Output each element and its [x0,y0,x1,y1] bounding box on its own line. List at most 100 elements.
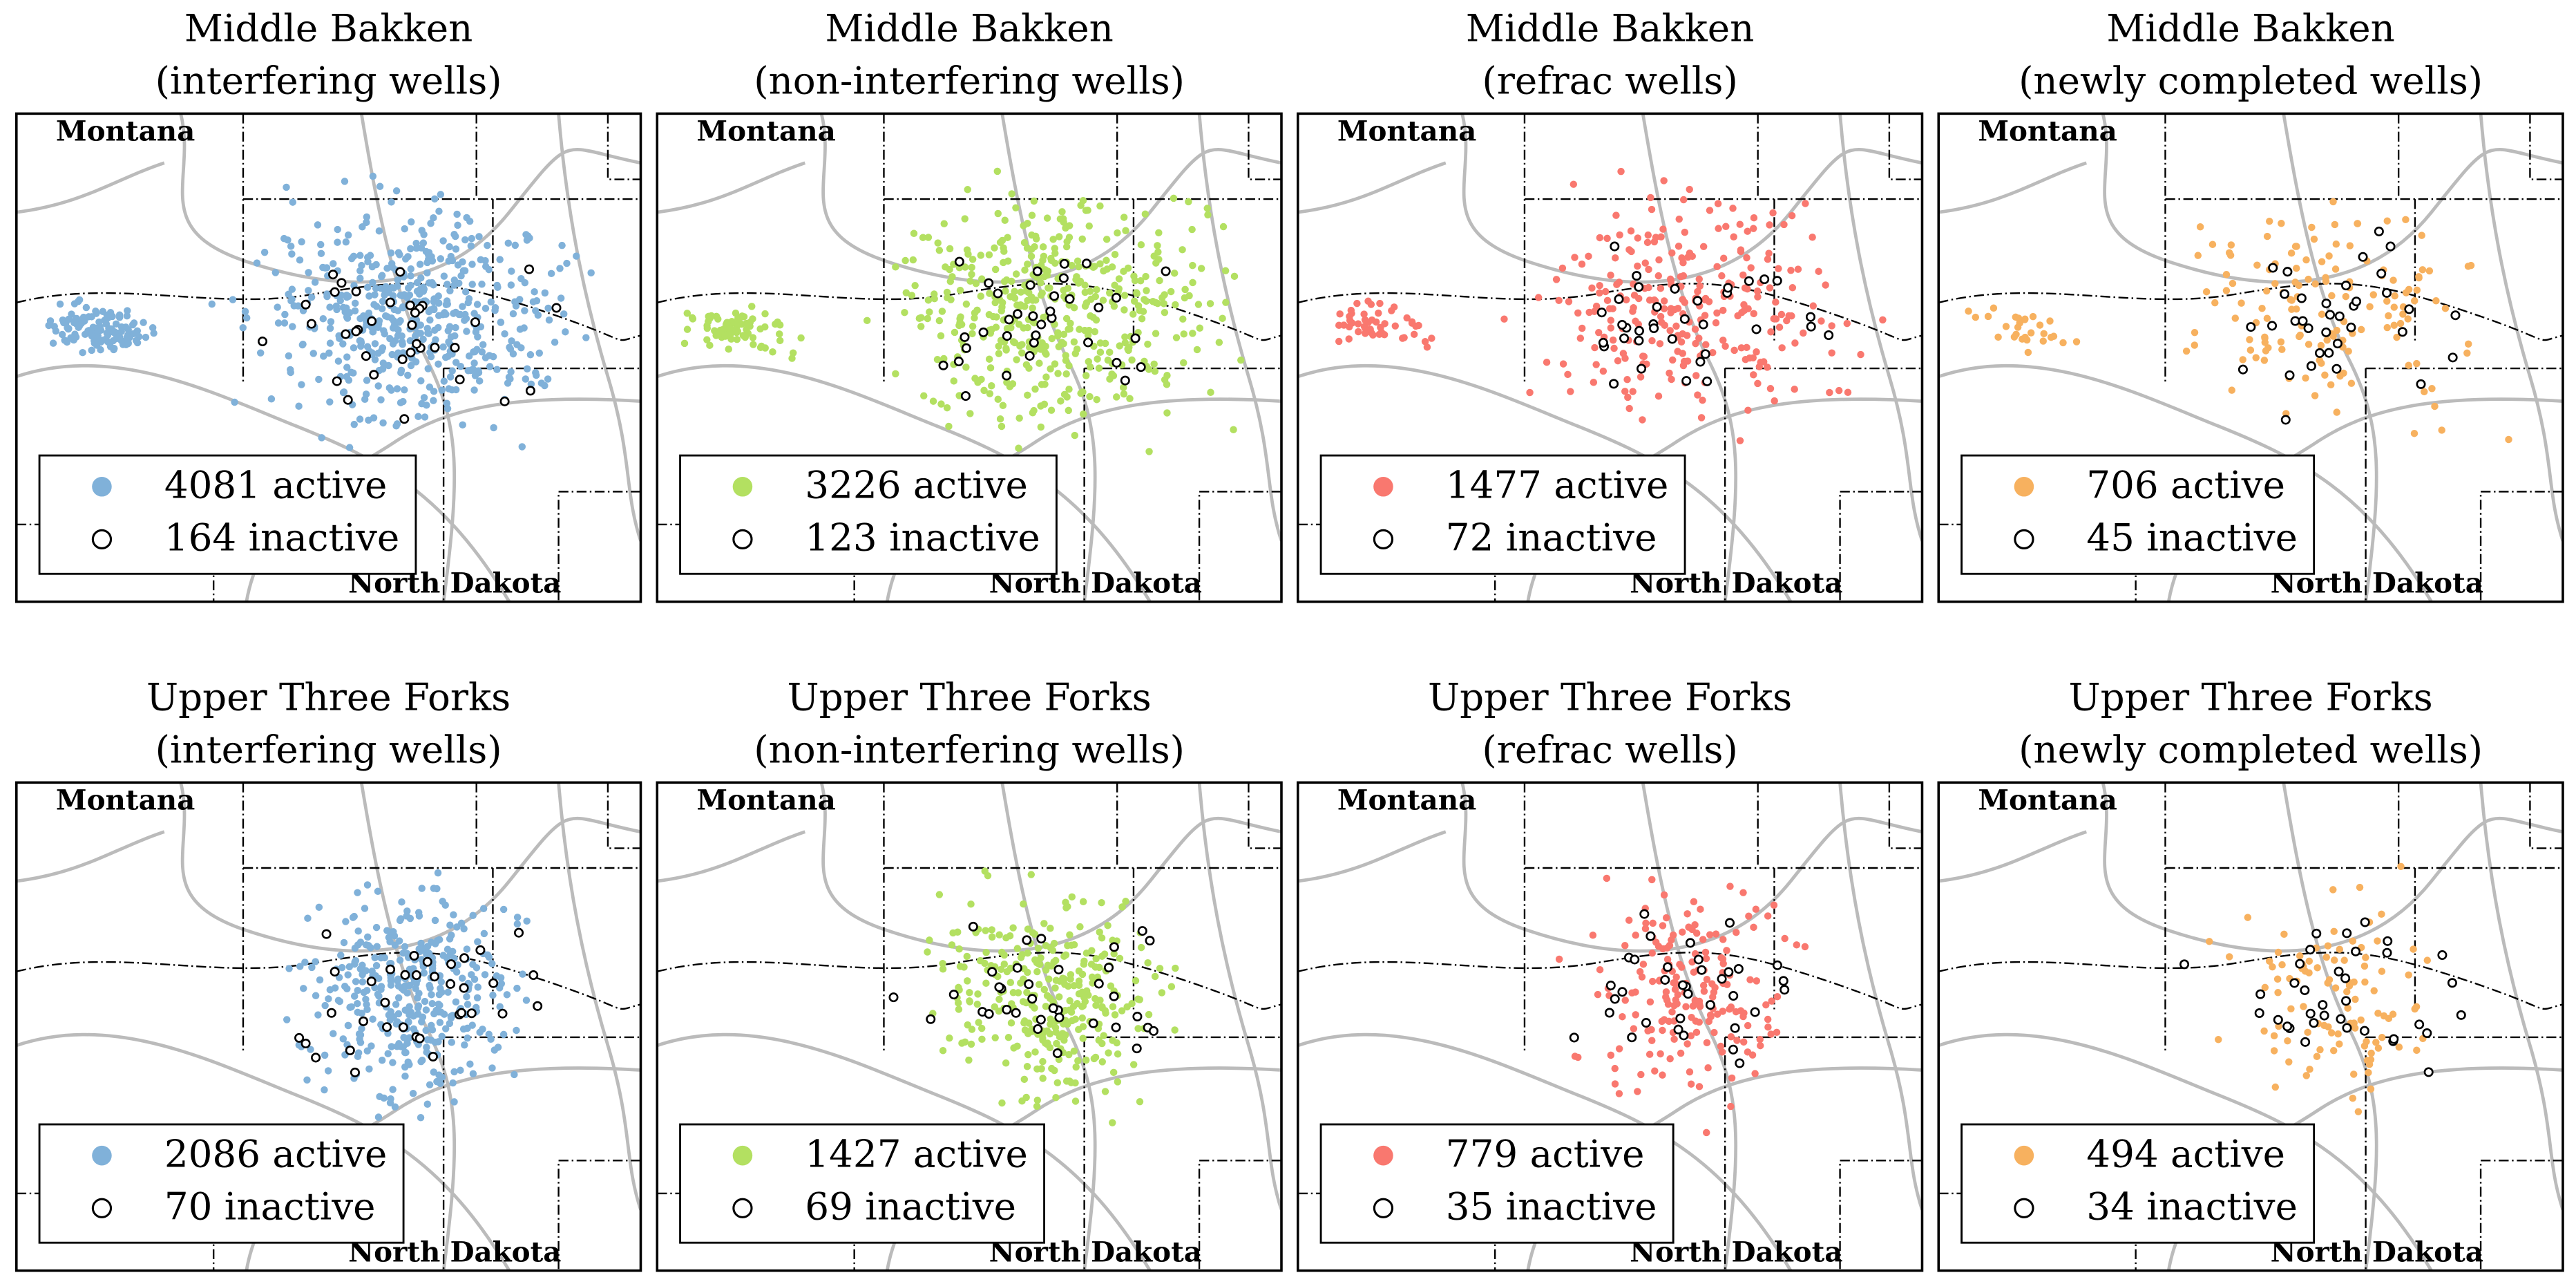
active-well [1619,350,1628,357]
active-well [1666,275,1675,283]
road [2479,782,2563,1211]
inactive-well [1065,294,1075,304]
inactive-well [2342,928,2352,938]
active-well [1185,198,1192,206]
active-well [1047,944,1055,952]
active-well [394,325,402,334]
active-well [445,257,452,265]
active-well [1667,305,1675,312]
active-well [1369,331,1377,339]
active-well [288,250,296,258]
active-well [1078,1014,1086,1022]
inactive-well [968,921,978,932]
inactive-well [2374,226,2384,236]
active-well [1003,379,1011,386]
active-well [491,304,499,312]
active-well [2014,323,2022,331]
active-well [1596,289,1603,297]
active-well [976,956,984,965]
inactive-well [1723,283,1733,293]
active-well [1120,214,1128,221]
active-well [1660,305,1668,312]
active-well [464,367,473,375]
map-frame [1937,112,2564,603]
active-well [1006,964,1015,972]
active-well [1706,207,1714,214]
active-well [917,314,925,321]
active-well [2302,256,2310,264]
inactive-well [2179,959,2190,970]
active-well [312,958,319,965]
active-well [117,337,125,345]
active-well [438,988,446,997]
active-well [511,1070,518,1079]
active-well [1972,313,1980,321]
inactive-well [2360,917,2370,927]
road [657,364,1152,602]
inactive-well [459,983,469,993]
active-well [363,1006,371,1013]
active-well [1728,1074,1736,1082]
active-well [587,269,595,277]
active-well [420,285,428,293]
active-well [2327,381,2335,389]
active-well [1056,1033,1064,1041]
active-well [2354,1108,2363,1115]
active-well [1809,234,1816,241]
inactive-well [1109,942,1119,952]
road [557,782,641,1211]
panel-title: Upper Three Forks [788,674,1152,719]
inactive-well [2325,310,2336,320]
active-well [950,377,958,385]
active-well [356,415,364,423]
active-well [426,316,434,324]
active-well [940,355,948,363]
active-well [2342,292,2350,301]
legend-label: 164 inactive [164,516,399,560]
active-well [469,1070,477,1077]
active-well [1071,350,1079,357]
active-well [2438,426,2445,434]
active-well [563,259,571,267]
active-well [2329,332,2337,340]
active-well [2349,1094,2357,1102]
active-well [354,999,361,1008]
active-well [289,323,296,330]
active-well [93,310,100,317]
active-well [1630,291,1639,299]
active-well [438,1032,446,1040]
active-well [1041,380,1049,388]
active-well [732,309,740,317]
road [2282,113,2378,602]
active-well [1578,324,1586,332]
inactive-well [475,945,486,955]
active-well [1585,252,1592,261]
inactive-well [1717,974,1727,984]
active-well [1775,265,1782,272]
legend-marker [91,529,113,549]
active-well [1756,1035,1764,1044]
active-well [446,243,453,251]
active-well [424,365,432,372]
active-well [749,315,756,323]
active-well [522,375,530,383]
active-well [448,932,455,939]
active-well [1024,261,1031,268]
inactive-well [382,1022,392,1032]
active-well [481,263,490,270]
active-well [467,242,475,250]
active-well [1756,1041,1764,1050]
active-well [1702,954,1710,963]
legend-label: 2086 active [164,1132,388,1176]
active-well [321,1051,329,1059]
active-well [103,311,111,319]
active-well [1031,1048,1039,1056]
active-well [295,402,303,410]
inactive-well [1630,954,1640,965]
active-well [2306,1066,2313,1073]
road [657,1032,1152,1271]
active-well [2313,964,2321,972]
active-well [350,420,358,428]
active-well [475,377,484,385]
active-well [2418,266,2427,274]
